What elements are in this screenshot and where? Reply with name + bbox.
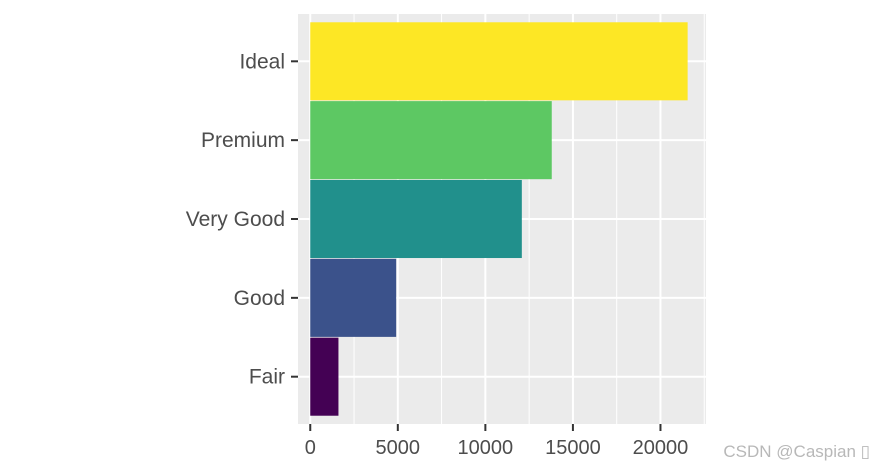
y-axis: Fair Good Very Good Premium Ideal: [186, 50, 298, 389]
x-tick-label: 20000: [633, 437, 689, 459]
watermark: CSDN @Caspian ▯: [723, 442, 870, 461]
x-tick-label: 0: [305, 437, 316, 459]
x-tick-label: 5000: [376, 437, 421, 459]
y-tick-label: Ideal: [239, 50, 285, 73]
bar-premium: [310, 101, 552, 180]
x-axis: 0 5000 10000 15000 20000: [305, 424, 689, 459]
x-tick-label: 15000: [545, 437, 601, 459]
y-tick-label: Good: [234, 287, 285, 310]
bar-very-good: [310, 179, 522, 259]
bar-fair: [310, 337, 339, 416]
bars: [310, 22, 688, 416]
y-tick-label: Fair: [249, 366, 285, 389]
y-tick-label: Premium: [201, 129, 285, 152]
bar-good: [310, 258, 397, 337]
x-tick-label: 10000: [458, 437, 514, 459]
bar-ideal: [310, 22, 688, 101]
y-tick-label: Very Good: [186, 208, 285, 231]
